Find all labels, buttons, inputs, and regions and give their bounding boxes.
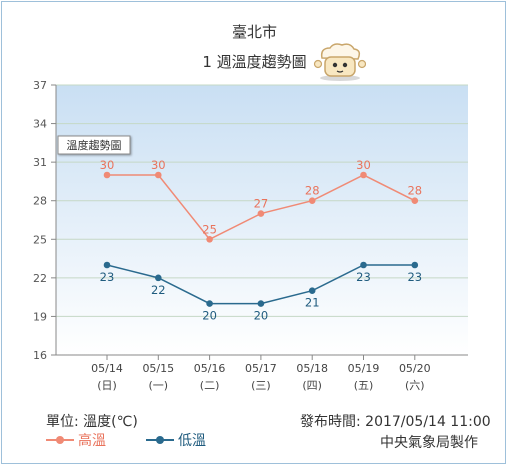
data-point <box>411 197 419 205</box>
data-point <box>257 210 265 217</box>
data-label: 28 <box>407 184 422 198</box>
y-tick-label: 22 <box>33 272 47 285</box>
x-tick-label: 05/20 <box>399 362 431 375</box>
data-point <box>257 300 265 307</box>
x-tick-weekday: (六) <box>405 379 425 392</box>
data-label: 21 <box>305 296 320 310</box>
x-tick-label: 05/16 <box>194 362 226 375</box>
legend-marker-low <box>156 436 164 444</box>
inset-label-box <box>57 135 131 155</box>
x-tick-weekday: (二) <box>200 379 220 392</box>
chart-title: 1 週溫度趨勢圖 <box>202 53 307 71</box>
data-label: 28 <box>305 184 320 198</box>
weather-mascot-icon <box>313 43 366 81</box>
inset-label: 溫度趨勢圖 <box>67 138 122 152</box>
unit-label: 單位: 溫度(℃) <box>46 414 138 430</box>
data-label: 27 <box>254 197 269 211</box>
y-tick-label: 34 <box>33 118 47 131</box>
producer-label: 中央氣象局製作 <box>380 435 478 451</box>
data-label: 22 <box>151 283 166 297</box>
data-point <box>206 300 213 307</box>
x-tick-weekday: (四) <box>302 379 322 392</box>
data-point <box>206 235 213 243</box>
y-tick-label: 19 <box>33 310 47 323</box>
x-tick-weekday: (一) <box>149 379 169 392</box>
data-point <box>308 197 316 205</box>
x-tick-label: 05/15 <box>142 362 174 375</box>
publish-time: 發布時間: 2017/05/14 11:00 <box>300 414 491 430</box>
x-tick-weekday: (五) <box>354 379 374 392</box>
data-point <box>360 261 367 269</box>
plot-area <box>56 85 468 355</box>
y-tick-label: 25 <box>33 233 47 246</box>
data-point <box>155 171 162 179</box>
legend-marker-high <box>56 436 64 444</box>
data-label: 30 <box>151 158 166 172</box>
data-point <box>411 261 419 269</box>
data-point <box>360 171 367 179</box>
x-tick-weekday: (日) <box>97 379 117 392</box>
x-tick-label: 05/14 <box>91 362 123 375</box>
x-tick-weekday: (三) <box>251 379 271 392</box>
y-tick-label: 31 <box>33 156 47 169</box>
data-point <box>308 287 316 295</box>
legend-label-low: 低溫 <box>178 433 206 449</box>
data-label: 30 <box>356 158 371 172</box>
x-tick-label: 05/17 <box>245 362 277 375</box>
data-label: 30 <box>100 158 115 172</box>
data-label: 23 <box>356 270 371 284</box>
data-point <box>103 171 111 179</box>
data-label: 23 <box>407 270 422 284</box>
city-title: 臺北市 <box>231 23 277 41</box>
data-point <box>103 261 111 269</box>
data-point <box>155 274 162 282</box>
data-label: 20 <box>254 309 269 323</box>
x-tick-label: 05/19 <box>348 362 380 375</box>
legend-label-high: 高溫 <box>78 433 106 449</box>
y-tick-label: 16 <box>33 349 47 362</box>
data-label: 23 <box>100 270 115 284</box>
x-tick-label: 05/18 <box>296 362 328 375</box>
y-tick-label: 28 <box>33 195 47 208</box>
y-tick-label: 37 <box>33 79 47 92</box>
data-label: 25 <box>202 222 217 236</box>
data-label: 20 <box>202 309 217 323</box>
